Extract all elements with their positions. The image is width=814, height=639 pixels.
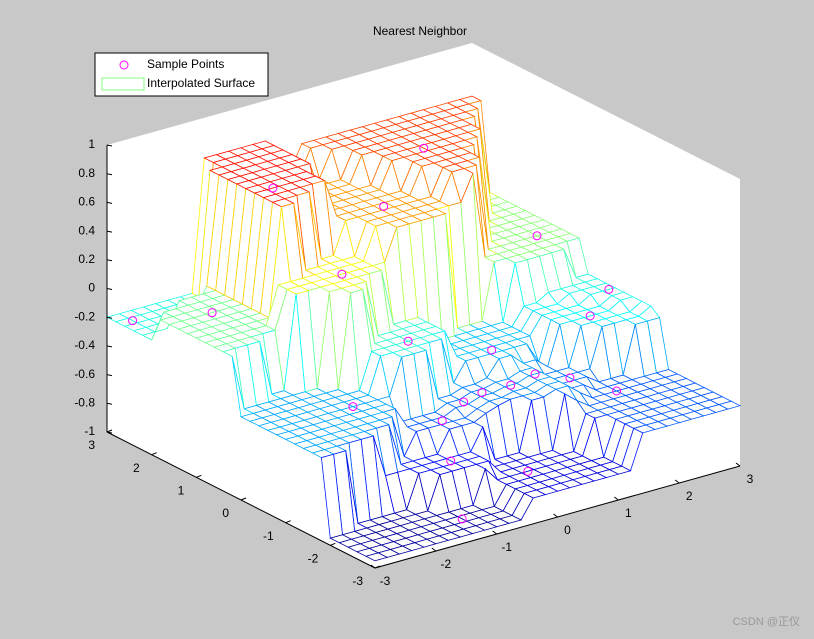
surface-cell xyxy=(328,287,351,390)
z-tick xyxy=(106,230,113,233)
sample-point xyxy=(457,514,467,524)
legend-marker xyxy=(119,60,129,70)
z-tick-label: -0.4 xyxy=(74,338,95,352)
x-tick xyxy=(735,462,741,467)
x-tick xyxy=(553,513,558,518)
z-tick xyxy=(106,259,113,262)
sample-point xyxy=(523,466,533,476)
surface xyxy=(105,95,742,562)
watermark: CSDN @正仪 xyxy=(733,615,800,628)
y-tick-label: 1 xyxy=(178,484,185,498)
x-tick-label: 3 xyxy=(747,472,754,486)
z-tick-label: -0.8 xyxy=(74,395,95,409)
x-tick xyxy=(370,564,376,569)
sample-point xyxy=(604,284,614,294)
x-tick-label: -1 xyxy=(501,540,512,554)
sample-point xyxy=(612,386,622,396)
z-tick xyxy=(106,345,113,348)
z-tick xyxy=(106,144,113,147)
sample-point xyxy=(487,345,497,355)
y-tick-label: 0 xyxy=(222,506,229,520)
sample-point xyxy=(565,373,575,383)
y-tick xyxy=(196,474,202,478)
y-tick-label: -1 xyxy=(263,529,274,543)
y-tick xyxy=(151,452,157,456)
sample-point xyxy=(379,201,389,211)
sample-point xyxy=(446,456,456,466)
z-tick-label: 0.4 xyxy=(78,223,95,237)
x-tick xyxy=(674,479,680,484)
sample-point xyxy=(207,308,217,318)
z-tick-label: 0.6 xyxy=(78,195,95,209)
legend-label: Sample Points xyxy=(147,57,224,71)
sample-points xyxy=(128,143,622,524)
sample-point xyxy=(348,402,358,412)
z-tick-label: -1 xyxy=(84,424,95,438)
z-tick xyxy=(106,402,113,405)
y-tick-label: -3 xyxy=(352,574,363,588)
legend-swatch xyxy=(101,77,145,91)
z-tick-label: 0.8 xyxy=(78,166,95,180)
sample-point xyxy=(419,143,429,153)
z-tick-label: 0 xyxy=(88,281,95,295)
surface-cell xyxy=(365,552,389,562)
x-tick xyxy=(431,547,437,552)
chart-title: Nearest Neighbor xyxy=(373,24,467,38)
sample-point xyxy=(459,397,469,407)
x-tick-label: 0 xyxy=(564,523,571,537)
sample-point xyxy=(268,183,278,193)
x-tick-label: -3 xyxy=(380,574,391,588)
x-tick xyxy=(492,530,497,535)
axes: -1 -0.8 -0.6 -0.4 -0.2 0 0.2 0.4 0.6 0.8 1 -3 -2 -1 0 1… xyxy=(74,137,753,588)
sample-point xyxy=(128,316,138,326)
y-tick xyxy=(374,565,381,569)
legend-box xyxy=(94,52,269,97)
y-tick xyxy=(240,497,247,501)
z-tick xyxy=(106,374,113,377)
z-tick-label: -0.2 xyxy=(74,309,95,323)
y-tick-label: -2 xyxy=(308,552,319,566)
z-tick xyxy=(106,316,113,319)
sample-point xyxy=(506,380,516,390)
sample-point xyxy=(437,416,447,426)
z-tick-label: 0.2 xyxy=(78,252,95,266)
y-tick xyxy=(330,542,336,546)
sample-point xyxy=(337,269,347,279)
z-tick xyxy=(106,201,113,204)
sample-point xyxy=(585,311,595,321)
x-tick-label: 1 xyxy=(625,506,632,520)
sample-point xyxy=(530,369,540,379)
x-tick-label: -2 xyxy=(440,557,451,571)
z-tick-label: 1 xyxy=(88,137,95,151)
y-tick-label: 2 xyxy=(133,461,140,475)
z-tick xyxy=(106,288,113,290)
y-tick xyxy=(106,429,113,433)
z-tick-label: -0.6 xyxy=(74,367,95,381)
sample-point xyxy=(532,231,542,241)
sample-point xyxy=(477,388,487,398)
y-tick xyxy=(285,520,291,524)
z-tick xyxy=(106,173,113,176)
surface-cell xyxy=(286,285,310,295)
y-tick-label: 3 xyxy=(88,438,95,452)
sample-point xyxy=(403,336,413,346)
legend: Sample Points Interpolated Surface xyxy=(94,52,269,97)
legend-label: Interpolated Surface xyxy=(147,76,255,90)
x-tick xyxy=(614,496,619,501)
x-tick-label: 2 xyxy=(686,489,693,503)
